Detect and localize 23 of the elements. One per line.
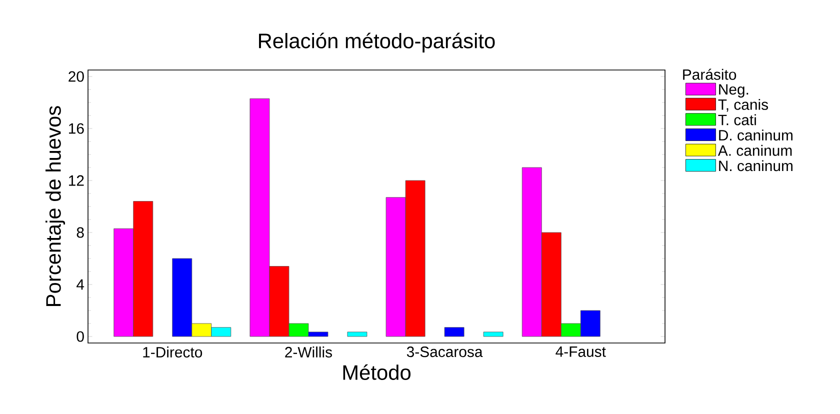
legend-label: Neg.: [719, 84, 748, 98]
legend-label: T. cati: [718, 114, 756, 126]
x-tick-label: 1-Directo: [143, 346, 202, 358]
legend-title: Parásito: [683, 68, 736, 80]
y-tick-label: 8: [76, 227, 84, 238]
y-tick-label: 12: [69, 175, 84, 186]
chart-title: Relación método-parásito: [259, 32, 495, 52]
x-tick-label: 4-Faust: [556, 346, 606, 357]
y-tick-label: 0: [76, 331, 84, 342]
x-tick-label: 3-Sacarosa: [406, 346, 483, 358]
bar: [347, 332, 368, 337]
y-tick-label: 20: [68, 71, 84, 82]
legend-label: N. caninum: [719, 160, 792, 172]
bar: [483, 332, 504, 337]
y-tick-label: 4: [76, 279, 84, 290]
legend-label: T, canis: [718, 98, 768, 112]
x-axis-title: Método: [343, 364, 411, 380]
bar: [444, 327, 464, 337]
legend-label: A. caninum: [718, 144, 792, 156]
y-tick-label: 16: [69, 123, 84, 134]
legend-label: D. caninum: [719, 130, 792, 141]
x-tick-label: 2-Willis: [285, 346, 332, 358]
y-axis-title: Porcentaje de huevos: [46, 106, 66, 306]
